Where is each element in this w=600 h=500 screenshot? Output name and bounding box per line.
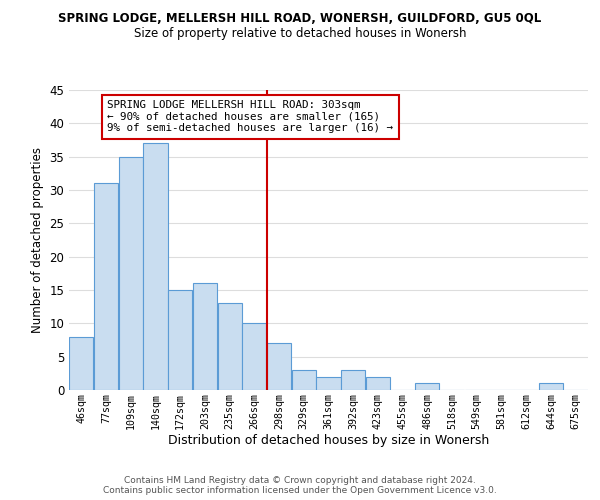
Text: Contains public sector information licensed under the Open Government Licence v3: Contains public sector information licen…: [103, 486, 497, 495]
Y-axis label: Number of detached properties: Number of detached properties: [31, 147, 44, 333]
Bar: [292, 370, 316, 390]
Bar: [94, 184, 118, 390]
Text: Size of property relative to detached houses in Wonersh: Size of property relative to detached ho…: [134, 28, 466, 40]
Bar: [119, 156, 143, 390]
Bar: [316, 376, 341, 390]
Text: SPRING LODGE MELLERSH HILL ROAD: 303sqm
← 90% of detached houses are smaller (16: SPRING LODGE MELLERSH HILL ROAD: 303sqm …: [107, 100, 394, 133]
Bar: [539, 384, 563, 390]
Bar: [193, 284, 217, 390]
Bar: [168, 290, 193, 390]
Bar: [267, 344, 291, 390]
Bar: [341, 370, 365, 390]
Bar: [143, 144, 167, 390]
X-axis label: Distribution of detached houses by size in Wonersh: Distribution of detached houses by size …: [168, 434, 489, 448]
Bar: [69, 336, 94, 390]
Text: Contains HM Land Registry data © Crown copyright and database right 2024.: Contains HM Land Registry data © Crown c…: [124, 476, 476, 485]
Bar: [415, 384, 439, 390]
Text: SPRING LODGE, MELLERSH HILL ROAD, WONERSH, GUILDFORD, GU5 0QL: SPRING LODGE, MELLERSH HILL ROAD, WONERS…: [58, 12, 542, 26]
Bar: [218, 304, 242, 390]
Bar: [242, 324, 266, 390]
Bar: [366, 376, 390, 390]
